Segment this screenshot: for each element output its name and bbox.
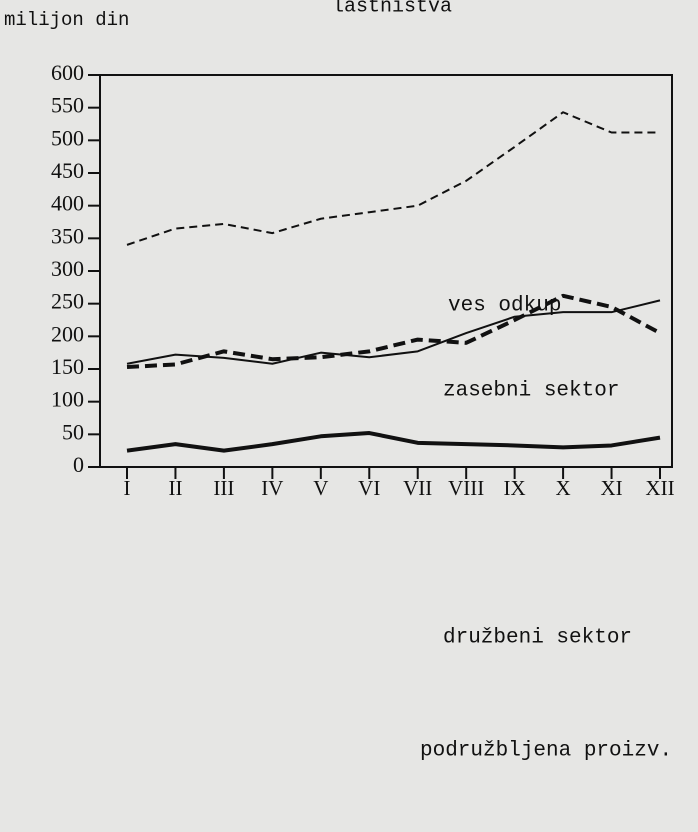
x-tick-label: VI	[358, 476, 380, 500]
y-tick-label: 500	[51, 125, 84, 150]
x-tick-label: IX	[504, 476, 526, 500]
y-tick-label: 450	[51, 158, 84, 183]
y-tick-label: 100	[51, 387, 84, 412]
y-tick-label: 200	[51, 321, 84, 346]
series-line	[126, 111, 660, 246]
x-tick-label: VIII	[448, 476, 484, 500]
y-axis-label: milijon din	[4, 9, 129, 31]
chart-title: lastništva	[332, 0, 452, 18]
x-tick-label: XII	[645, 476, 674, 500]
y-tick-label: 300	[51, 256, 84, 281]
y-tick-label: 250	[51, 289, 84, 314]
y-tick-label: 0	[73, 452, 84, 477]
series-line	[126, 293, 661, 370]
x-tick-label: V	[313, 476, 328, 500]
y-tick-label: 400	[51, 191, 84, 216]
x-tick-label: IV	[261, 476, 283, 500]
series-line	[126, 299, 661, 365]
y-tick-label: 50	[62, 419, 84, 444]
series-label: družbeni sektor	[443, 627, 632, 650]
x-tick-label: XI	[600, 476, 622, 500]
x-tick-label: VII	[403, 476, 432, 500]
x-tick-label: X	[556, 476, 571, 500]
series-line	[126, 431, 661, 453]
y-tick-label: 350	[51, 223, 84, 248]
y-tick-label: 550	[51, 93, 84, 118]
y-tick-label: 600	[51, 60, 84, 85]
series-label: podružbljena proizv.	[420, 740, 672, 763]
x-tick-label: II	[168, 476, 182, 500]
x-tick-label: III	[213, 476, 234, 500]
y-tick-label: 150	[51, 354, 84, 379]
x-tick-label: I	[124, 476, 131, 500]
series-label: zasebni sektor	[443, 380, 619, 403]
